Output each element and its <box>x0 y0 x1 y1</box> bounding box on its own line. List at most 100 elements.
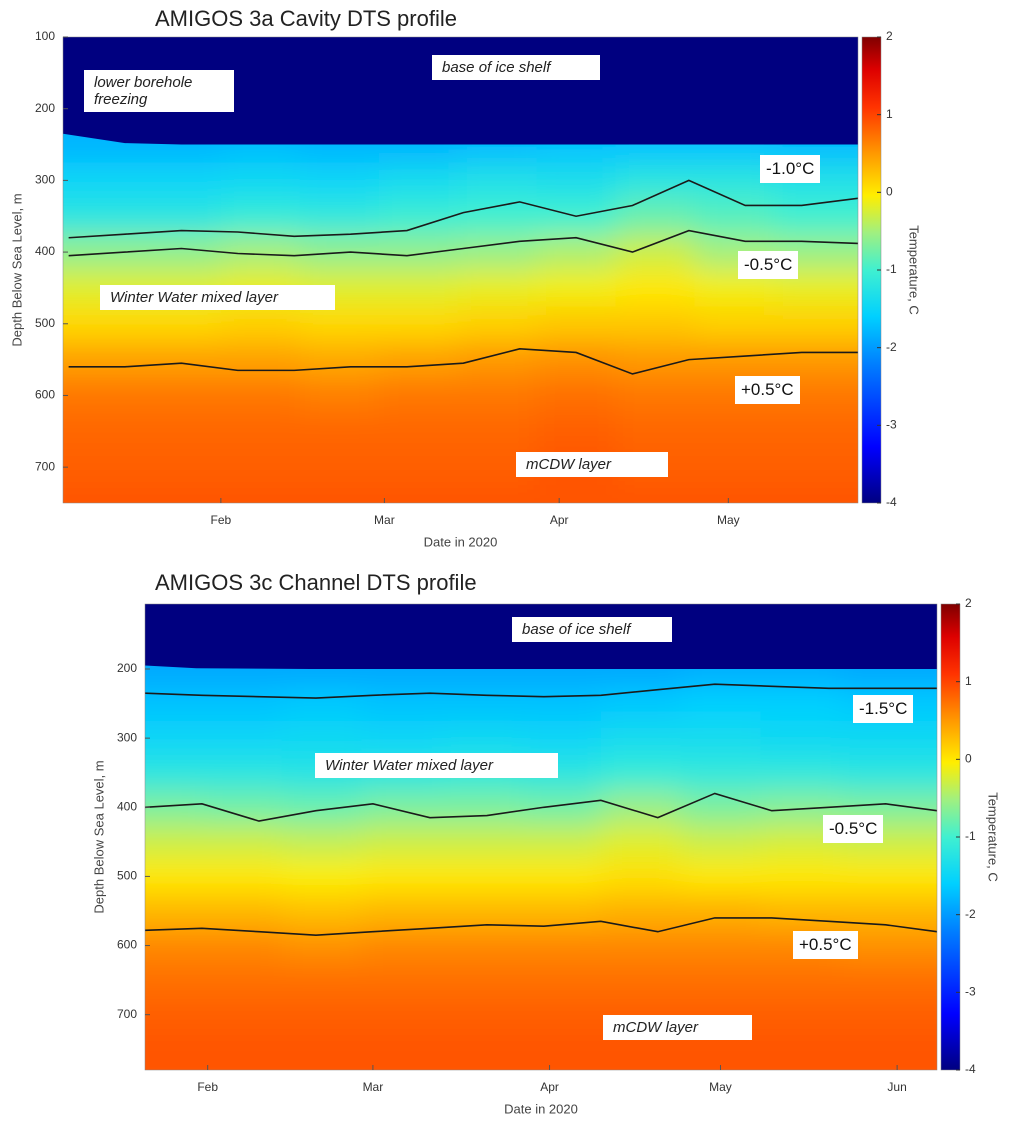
heatmap-cell <box>680 686 762 722</box>
isotherm <box>145 917 937 936</box>
y-tick-label: 300 <box>117 730 137 744</box>
heatmap-cell <box>536 305 617 343</box>
x-tick-label: Jun <box>887 1080 906 1094</box>
heatmap-cell <box>361 720 443 757</box>
y-tick-label: 200 <box>35 101 55 115</box>
heatmap-cell <box>281 824 363 861</box>
heatmap-cell <box>521 928 602 964</box>
plot-frame <box>62 36 859 504</box>
annotation: base of ice shelf <box>512 617 672 642</box>
heatmap-cell <box>63 485 143 503</box>
annotation: Winter Water mixed layer <box>100 285 335 310</box>
y-axis-label: Depth Below Sea Level, m <box>91 760 106 913</box>
colorbar-tick-label: -2 <box>965 907 976 921</box>
heatmap-cell <box>220 341 301 379</box>
heatmap-cell <box>840 755 937 791</box>
heatmap-cell <box>361 962 443 999</box>
heatmap-cell <box>457 341 538 379</box>
heatmap-cell <box>680 824 762 861</box>
colorbar-tick-label: 2 <box>886 29 893 43</box>
x-tick-label: Feb <box>211 513 232 527</box>
colorbar-tick-label: -2 <box>886 340 897 354</box>
y-tick-label: 100 <box>35 29 55 43</box>
heatmap-cell <box>201 962 283 999</box>
x-axis-label: Date in 2020 <box>424 534 498 549</box>
heatmap-cell <box>457 377 538 415</box>
heatmap-cell <box>145 859 203 895</box>
heatmap-cell <box>361 928 443 964</box>
heatmap-cell <box>840 720 937 757</box>
plot-area <box>63 37 858 503</box>
y-tick-label: 500 <box>117 869 137 883</box>
heatmap-cell <box>361 789 443 826</box>
heatmap-cell <box>694 305 775 343</box>
heatmap-cell <box>521 893 602 930</box>
plot-area <box>145 604 937 1070</box>
heatmap-cell <box>441 686 523 722</box>
y-tick-label: 200 <box>117 661 137 675</box>
heatmap-cell <box>145 893 203 930</box>
heatmap-cell <box>281 997 363 1033</box>
heatmap-cell <box>600 755 682 791</box>
heatmap-cell <box>281 789 363 826</box>
ice-shelf <box>63 37 858 145</box>
heatmap-cell <box>600 824 682 861</box>
heatmap-cell <box>201 1031 283 1070</box>
heatmap-cell <box>361 686 443 722</box>
heatmap-cell <box>680 720 762 757</box>
colorbar-tick-label: 1 <box>965 674 972 688</box>
heatmap-cell <box>536 377 617 415</box>
heatmap-cell <box>63 305 143 343</box>
heatmap-cell <box>521 789 602 826</box>
heatmap-cell <box>361 893 443 930</box>
heatmap-cell <box>141 162 222 200</box>
heatmap-cell <box>760 1031 842 1070</box>
isotherm <box>68 179 858 239</box>
colorbar-label: Temperature, C <box>986 792 1001 882</box>
annotation: mCDW layer <box>516 452 668 477</box>
colorbar-tick-label: 1 <box>886 107 893 121</box>
heatmap-cell <box>299 485 380 503</box>
heatmap-cell <box>521 962 602 999</box>
y-tick-label: 300 <box>35 173 55 187</box>
isotherm-label: -1.0°C <box>760 155 821 183</box>
x-tick-label: Mar <box>374 513 395 527</box>
heatmap-cell <box>600 962 682 999</box>
heatmap-cell <box>615 413 696 451</box>
heatmap-cell <box>361 859 443 895</box>
isotherm <box>145 683 937 699</box>
heatmap-cell <box>378 270 459 307</box>
heatmap-cell <box>615 341 696 379</box>
heatmap-cell <box>760 755 842 791</box>
heatmap-cell <box>680 755 762 791</box>
heatmap-cell <box>457 270 538 307</box>
heatmap-cell <box>201 893 283 930</box>
annotation: Winter Water mixed layer <box>315 753 558 778</box>
heatmap-cell <box>141 341 222 379</box>
chart-title: AMIGOS 3a Cavity DTS profile <box>155 6 457 31</box>
y-tick-label: 700 <box>35 459 55 473</box>
heatmap-cell <box>457 305 538 343</box>
heatmap-cell <box>773 449 858 487</box>
heatmap-cell <box>773 341 858 379</box>
heatmap-cell <box>441 893 523 930</box>
heatmap-cell <box>457 413 538 451</box>
heatmap-cell <box>773 485 858 503</box>
heatmap-cell <box>521 859 602 895</box>
x-tick-label: May <box>709 1080 732 1094</box>
heatmap-cell <box>521 824 602 861</box>
heatmap-cell <box>521 997 602 1033</box>
heatmap-cell <box>281 720 363 757</box>
heatmap-cell <box>201 824 283 861</box>
heatmap-cell <box>141 485 222 503</box>
heatmap-cell <box>299 198 380 236</box>
heatmap-cell <box>600 859 682 895</box>
heatmap-cell <box>457 162 538 200</box>
annotation: mCDW layer <box>603 1015 752 1040</box>
y-tick-label: 700 <box>117 1007 137 1021</box>
heatmap-cell <box>760 720 842 757</box>
heatmap-cell <box>600 928 682 964</box>
colorbar-label: Temperature, C <box>907 225 922 315</box>
